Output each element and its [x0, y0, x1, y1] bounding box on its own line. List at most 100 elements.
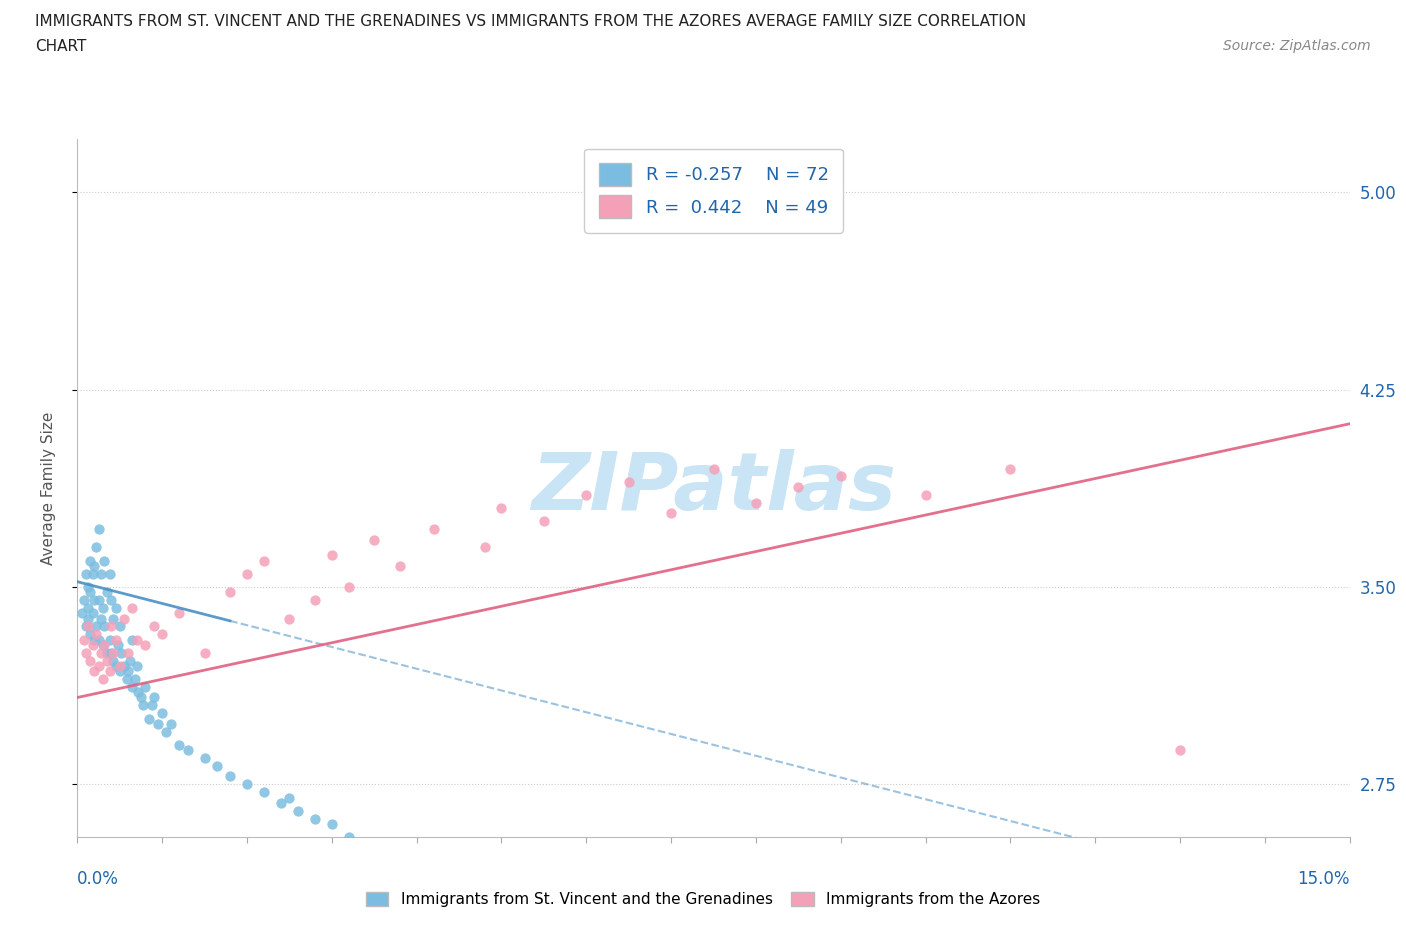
Point — [101, 653, 124, 668]
Point — [575, 487, 598, 502]
Point — [117, 645, 139, 660]
Point — [93, 619, 115, 634]
Point — [270, 795, 292, 810]
Point — [142, 690, 165, 705]
Point — [104, 632, 127, 647]
Point — [82, 566, 104, 581]
Point — [87, 658, 110, 673]
Point — [82, 637, 104, 652]
Point — [96, 585, 118, 600]
Point — [76, 619, 98, 634]
Point — [134, 637, 156, 652]
Point — [101, 611, 124, 626]
Point — [84, 619, 107, 634]
Point — [253, 785, 276, 800]
Point — [108, 658, 131, 673]
Point — [745, 496, 768, 511]
Point — [79, 653, 101, 668]
Point — [83, 558, 105, 573]
Point — [141, 698, 163, 712]
Point — [83, 632, 105, 647]
Point — [1000, 461, 1022, 476]
Point — [146, 716, 169, 731]
Point — [830, 469, 852, 484]
Point — [96, 645, 118, 660]
Point — [321, 548, 343, 563]
Point — [93, 637, 115, 652]
Text: 15.0%: 15.0% — [1298, 870, 1350, 887]
Point — [142, 619, 165, 634]
Point — [107, 637, 129, 652]
Y-axis label: Average Family Size: Average Family Size — [42, 412, 56, 565]
Point — [194, 751, 217, 765]
Point — [155, 724, 177, 739]
Point — [278, 790, 301, 805]
Point — [127, 684, 149, 699]
Point — [84, 627, 107, 642]
Legend: R = -0.257    N = 72, R =  0.442    N = 49: R = -0.257 N = 72, R = 0.442 N = 49 — [583, 149, 844, 232]
Point — [659, 506, 682, 521]
Point — [100, 645, 122, 660]
Point — [87, 632, 110, 647]
Point — [76, 611, 98, 626]
Point — [77, 579, 100, 594]
Point — [83, 664, 105, 679]
Point — [337, 830, 360, 844]
Point — [124, 671, 146, 686]
Point — [304, 592, 326, 607]
Point — [617, 474, 640, 489]
Point — [115, 671, 138, 686]
Point — [104, 658, 127, 673]
Point — [363, 532, 385, 547]
Point — [236, 566, 259, 581]
Point — [108, 619, 131, 634]
Text: 0.0%: 0.0% — [77, 870, 120, 887]
Point — [117, 664, 139, 679]
Point — [533, 513, 555, 528]
Point — [138, 711, 160, 726]
Point — [70, 605, 93, 620]
Point — [304, 811, 326, 826]
Point — [474, 540, 496, 555]
Point — [98, 566, 121, 581]
Point — [219, 769, 242, 784]
Text: Source: ZipAtlas.com: Source: ZipAtlas.com — [1223, 39, 1371, 53]
Point — [176, 743, 198, 758]
Point — [278, 611, 301, 626]
Point — [121, 632, 143, 647]
Point — [207, 759, 229, 774]
Point — [100, 592, 122, 607]
Point — [134, 680, 156, 695]
Point — [337, 579, 360, 594]
Point — [101, 645, 124, 660]
Point — [98, 632, 121, 647]
Point — [287, 804, 309, 818]
Point — [132, 698, 155, 712]
Point — [167, 737, 190, 752]
Point — [236, 777, 259, 791]
Point — [703, 461, 725, 476]
Point — [82, 605, 104, 620]
Point — [91, 671, 114, 686]
Point — [91, 637, 114, 652]
Point — [112, 611, 135, 626]
Point — [90, 611, 112, 626]
Point — [1168, 743, 1191, 758]
Point — [90, 566, 112, 581]
Point — [219, 585, 242, 600]
Point — [73, 632, 96, 647]
Point — [118, 653, 141, 668]
Point — [125, 658, 148, 673]
Point — [112, 658, 135, 673]
Point — [253, 553, 276, 568]
Point — [110, 645, 132, 660]
Point — [75, 566, 97, 581]
Point — [150, 706, 173, 721]
Point — [79, 585, 101, 600]
Point — [491, 500, 513, 515]
Point — [90, 645, 112, 660]
Point — [129, 690, 152, 705]
Point — [914, 487, 936, 502]
Point — [150, 627, 173, 642]
Point — [108, 664, 131, 679]
